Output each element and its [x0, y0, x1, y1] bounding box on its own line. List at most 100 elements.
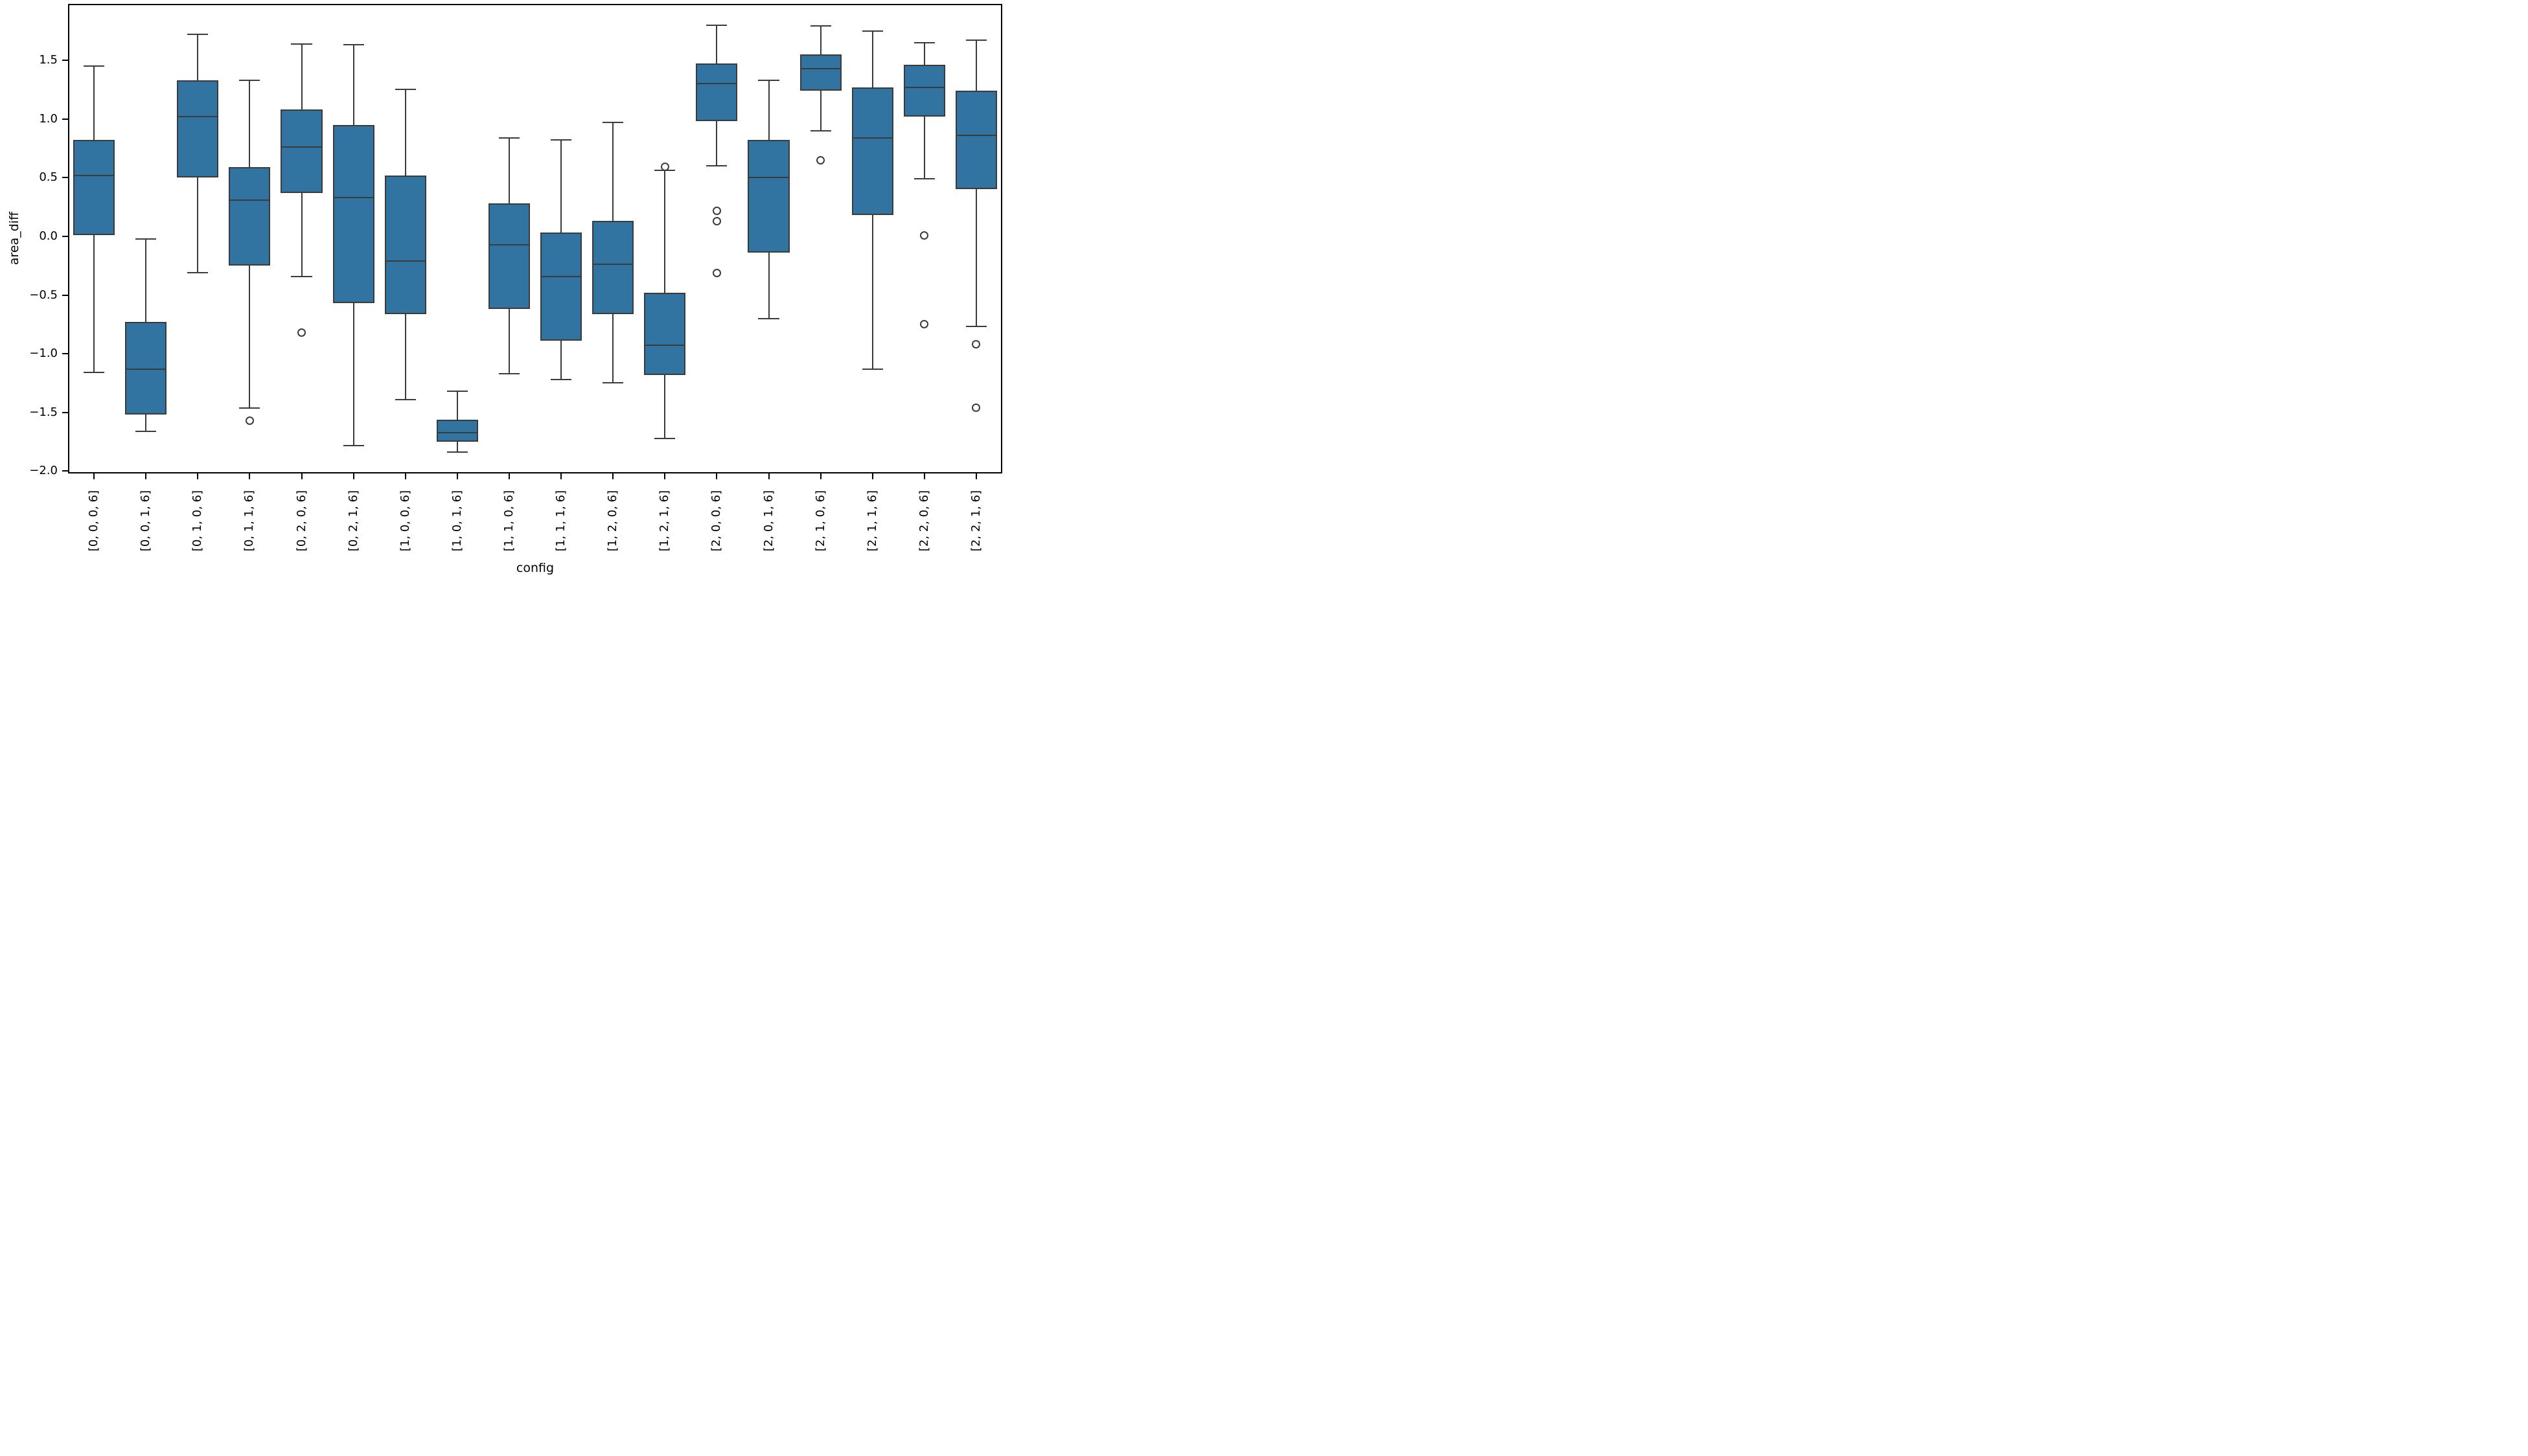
x-tick-mark	[923, 473, 925, 479]
y-tick-mark	[62, 177, 68, 179]
median-line	[644, 345, 686, 347]
box-rect	[955, 91, 997, 190]
outlier-point	[712, 268, 721, 277]
box-rect	[903, 65, 945, 117]
whisker-cap-upper	[862, 30, 883, 32]
whisker-line-lower	[871, 215, 873, 369]
x-tick-mark	[560, 473, 562, 479]
box-rect	[748, 140, 790, 253]
whisker-line-lower	[197, 177, 199, 273]
whisker-line-lower	[352, 303, 354, 446]
outlier-point	[920, 320, 929, 329]
y-tick-mark	[62, 353, 68, 355]
box-rect	[540, 233, 582, 341]
x-tick-label: [1, 1, 1, 6]	[554, 490, 568, 552]
whisker-line-upper	[664, 170, 666, 293]
box-rect	[332, 124, 374, 304]
median-line	[696, 83, 738, 85]
whisker-line-upper	[404, 89, 406, 176]
median-line	[488, 244, 530, 245]
whisker-line-lower	[301, 192, 303, 277]
whisker-cap-upper	[810, 25, 831, 27]
x-tick-label: [1, 0, 1, 6]	[450, 490, 464, 552]
median-line	[73, 174, 115, 176]
x-tick-mark	[352, 473, 354, 479]
median-line	[592, 264, 634, 266]
x-tick-label: [1, 0, 0, 6]	[398, 490, 412, 552]
y-tick-mark	[62, 411, 68, 413]
whisker-cap-lower	[446, 451, 468, 453]
whisker-line-upper	[145, 238, 147, 323]
whisker-line-upper	[716, 25, 718, 64]
whisker-line-lower	[145, 415, 147, 431]
whisker-line-upper	[456, 391, 458, 420]
y-tick-label: 0.0	[39, 229, 58, 243]
y-tick-label: −1.0	[29, 347, 58, 361]
y-tick-mark	[62, 470, 68, 472]
y-tick-label: −1.5	[29, 405, 58, 419]
box-rect	[488, 203, 530, 310]
outlier-point	[660, 163, 669, 172]
y-tick-label: 1.5	[39, 53, 58, 67]
whisker-line-lower	[612, 313, 614, 383]
y-tick-label: 0.5	[39, 170, 58, 185]
whisker-line-lower	[820, 91, 822, 131]
whisker-line-upper	[612, 122, 614, 222]
y-tick-label: 1.0	[39, 111, 58, 126]
whisker-cap-lower	[654, 437, 676, 439]
whisker-cap-upper	[603, 122, 624, 124]
whisker-cap-lower	[862, 368, 883, 370]
outlier-point	[712, 206, 721, 215]
whisker-line-lower	[404, 313, 406, 400]
whisker-cap-lower	[187, 272, 209, 274]
whisker-line-lower	[923, 117, 925, 179]
whisker-cap-lower	[84, 372, 105, 374]
whisker-line-upper	[197, 34, 199, 80]
median-line	[177, 116, 219, 117]
whisker-line-lower	[456, 442, 458, 453]
outlier-point	[297, 328, 306, 337]
whisker-cap-upper	[135, 238, 157, 240]
whisker-line-upper	[249, 80, 251, 167]
median-line	[125, 368, 167, 370]
median-line	[229, 199, 271, 201]
whisker-cap-upper	[758, 79, 779, 81]
whisker-cap-lower	[965, 326, 987, 328]
whisker-cap-lower	[291, 275, 312, 277]
box-rect	[592, 221, 634, 314]
whisker-cap-lower	[758, 317, 779, 319]
whisker-line-upper	[560, 140, 562, 233]
x-tick-mark	[975, 473, 977, 479]
x-tick-label: [1, 2, 0, 6]	[606, 490, 620, 552]
median-line	[955, 135, 997, 136]
median-line	[851, 137, 893, 139]
y-tick-mark	[62, 118, 68, 120]
box-rect	[799, 54, 842, 91]
x-tick-mark	[301, 473, 303, 479]
whisker-cap-lower	[395, 398, 416, 400]
whisker-line-upper	[352, 45, 354, 125]
whisker-cap-upper	[965, 40, 987, 41]
whisker-cap-lower	[706, 165, 728, 167]
plot-area	[68, 4, 1002, 473]
whisker-line-lower	[249, 266, 251, 408]
x-tick-mark	[768, 473, 770, 479]
whisker-line-upper	[508, 137, 510, 204]
outlier-point	[816, 155, 825, 165]
x-tick-mark	[820, 473, 822, 479]
whisker-cap-upper	[291, 43, 312, 45]
x-tick-label: [0, 2, 1, 6]	[346, 490, 360, 552]
outlier-point	[920, 231, 929, 240]
whisker-line-upper	[923, 42, 925, 65]
x-tick-mark	[197, 473, 199, 479]
whisker-line-lower	[716, 121, 718, 166]
x-tick-label: [2, 1, 0, 6]	[813, 490, 827, 552]
outlier-point	[972, 340, 981, 349]
x-tick-mark	[93, 473, 95, 479]
whisker-cap-lower	[914, 178, 935, 180]
box-rect	[73, 140, 115, 236]
x-tick-label: [0, 0, 1, 6]	[139, 490, 153, 552]
x-tick-label: [1, 2, 1, 6]	[658, 490, 672, 552]
x-tick-label: [0, 2, 0, 6]	[294, 490, 308, 552]
y-tick-label: −0.5	[29, 288, 58, 302]
